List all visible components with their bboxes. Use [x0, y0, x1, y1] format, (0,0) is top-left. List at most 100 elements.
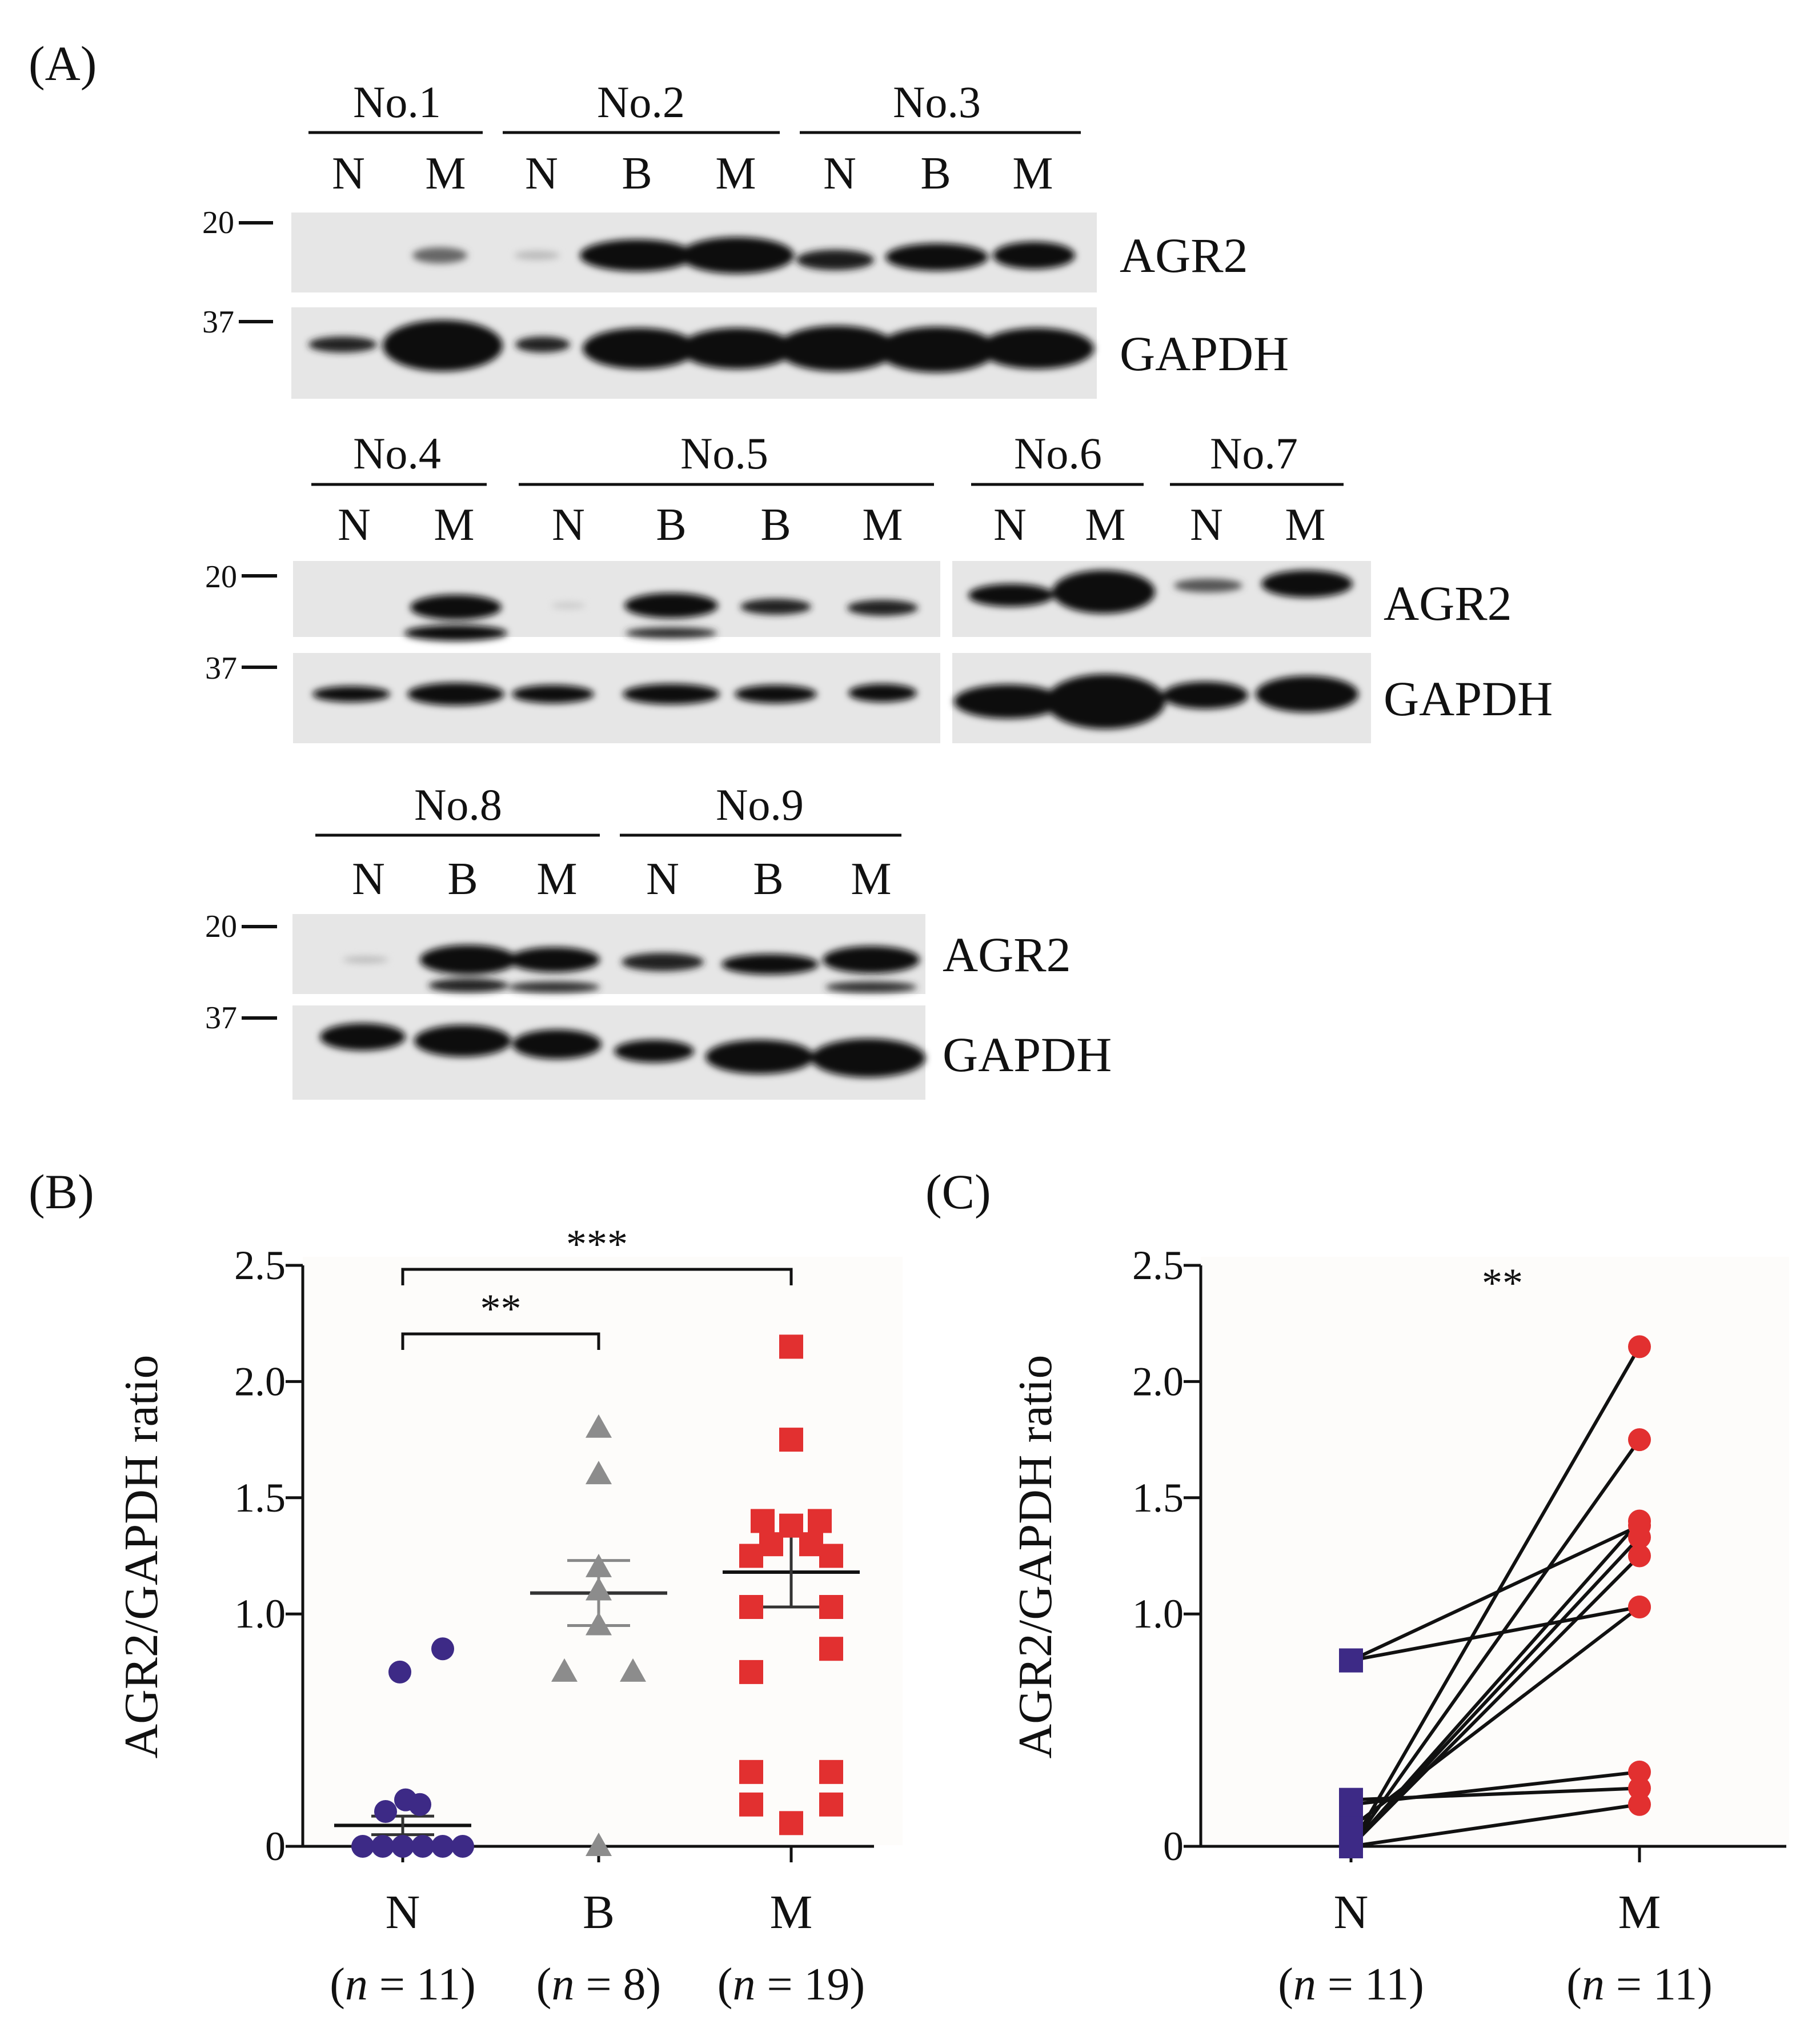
blot-1: No.1 No.2 No.3 N M N B M N B M 20 37 — [202, 77, 1289, 399]
lane-label: N — [338, 500, 371, 550]
lane-label: N — [1190, 500, 1223, 550]
blot-2-gapdh-bands — [312, 674, 1358, 729]
data-point — [1628, 1793, 1651, 1816]
lane-label: M — [715, 149, 756, 199]
sample-size-label: (n = 11) — [1278, 1959, 1424, 2010]
data-point — [586, 1461, 612, 1485]
lane-label: M — [862, 500, 903, 550]
y-tick-label: 1.5 — [234, 1475, 286, 1521]
data-point — [819, 1792, 843, 1817]
y-tick-label: 2.0 — [1132, 1358, 1184, 1404]
data-point — [1628, 1335, 1651, 1358]
lane-label: M — [1285, 500, 1325, 550]
category-label: M — [770, 1886, 813, 1939]
band — [410, 595, 502, 620]
data-point — [808, 1509, 832, 1533]
lane-label: N — [823, 149, 856, 199]
sample-size-label: (n = 11) — [1566, 1959, 1712, 2010]
lane-label: B — [920, 149, 951, 199]
pair-line — [1349, 1345, 1641, 1847]
band — [721, 954, 819, 975]
band — [624, 593, 718, 618]
blot-3: No.8 No.9 N B M N B M 20 37 — [205, 780, 1112, 1100]
band — [1261, 570, 1353, 598]
marker-20-label: 20 — [202, 205, 234, 241]
panel-b-significance: ***** — [401, 1221, 793, 1350]
band — [954, 684, 1063, 719]
data-point — [1628, 1428, 1651, 1452]
marker-37-label: 37 — [205, 1000, 237, 1036]
panel-c: (C) 0 1.0 1.5 2.0 2.5 AGR2/GAPDH ratio ** N (… — [925, 1164, 1789, 2010]
band — [705, 1040, 814, 1074]
blot-2-gapdh-membrane-left — [293, 653, 940, 743]
marker-37-label: 37 — [205, 651, 237, 686]
data-point — [351, 1835, 374, 1858]
panel-c-lines — [1349, 1345, 1641, 1848]
y-tick-label: 1.0 — [1132, 1591, 1184, 1637]
blot-1-markers: 20 37 — [202, 205, 273, 340]
blot-2: No.4 No.5 No.6 No.7 N M N B B M N M N M — [205, 428, 1553, 743]
significance-bracket — [401, 1332, 600, 1350]
data-point — [1628, 1544, 1651, 1568]
band — [343, 956, 388, 963]
lane-label: N — [525, 149, 558, 199]
band — [614, 1040, 694, 1063]
data-point — [751, 1509, 775, 1533]
data-point — [586, 1833, 612, 1856]
band — [993, 242, 1075, 269]
data-point — [1339, 1834, 1363, 1858]
band — [515, 336, 570, 352]
blot-2-gapdh-label: GAPDH — [1384, 671, 1553, 726]
band — [777, 326, 897, 371]
lane-label: B — [656, 500, 686, 550]
band — [508, 947, 600, 972]
panel-c-y-axis-label: AGR2/GAPDH ratio — [1009, 1355, 1062, 1759]
band — [312, 686, 390, 702]
band — [1174, 579, 1242, 592]
category-label: N — [386, 1886, 420, 1939]
band — [885, 243, 988, 271]
data-point — [819, 1760, 843, 1784]
pair-line — [1350, 1605, 1641, 1829]
blot-1-agr2-bands — [412, 237, 1075, 274]
data-point — [620, 1658, 646, 1682]
lane-label: M — [1012, 149, 1053, 199]
band — [512, 1029, 602, 1059]
lane-label: B — [447, 854, 478, 904]
band — [580, 239, 694, 271]
lane-label: B — [622, 149, 652, 199]
lane-label: B — [760, 500, 791, 550]
band — [848, 684, 917, 702]
data-point — [411, 1835, 434, 1858]
data-point — [374, 1799, 397, 1823]
category-label: M — [1618, 1886, 1661, 1939]
significance-label: ** — [480, 1286, 522, 1332]
panel-c-annotation: ** — [1482, 1260, 1523, 1306]
y-tick-label: 1.5 — [1132, 1475, 1184, 1521]
data-point — [388, 1660, 411, 1684]
marker-20-label: 20 — [205, 559, 237, 595]
sample-size-label: (n = 8) — [536, 1959, 661, 2010]
blot-3-markers: 20 37 — [205, 909, 277, 1036]
sample-size-label: (n = 11) — [330, 1959, 475, 2010]
sample-label: No.2 — [597, 77, 685, 127]
panel-b-y-axis-label: AGR2/GAPDH ratio — [115, 1355, 168, 1759]
significance-label: *** — [566, 1221, 628, 1267]
data-point — [739, 1594, 763, 1619]
band — [514, 251, 560, 260]
data-point — [371, 1835, 394, 1858]
band — [1045, 674, 1165, 729]
band — [1256, 676, 1358, 712]
marker-37-label: 37 — [202, 304, 234, 340]
blot-2-markers: 20 37 — [205, 559, 277, 686]
blot-3-agr2-bands — [343, 945, 920, 993]
band — [877, 327, 997, 372]
significance-bracket — [401, 1268, 793, 1285]
blot-2-sample-headers: No.4 No.5 No.6 No.7 — [311, 428, 1344, 486]
sample-label: No.5 — [680, 428, 768, 478]
category-label: N — [1334, 1886, 1369, 1939]
band — [383, 320, 503, 371]
lane-label: M — [425, 149, 466, 199]
data-point — [394, 1788, 417, 1811]
